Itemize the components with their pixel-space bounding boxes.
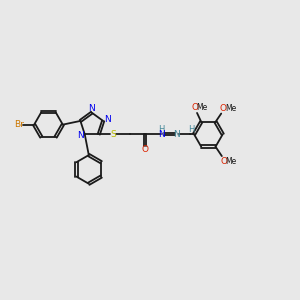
Text: O: O — [142, 145, 148, 154]
Text: N: N — [104, 115, 111, 124]
Text: O: O — [220, 104, 226, 113]
Text: H: H — [158, 125, 164, 134]
Text: Me: Me — [196, 103, 208, 112]
Text: S: S — [110, 130, 116, 139]
Text: N: N — [158, 130, 165, 139]
Text: N: N — [88, 104, 95, 113]
Text: O: O — [220, 157, 227, 166]
Text: Br: Br — [14, 120, 23, 129]
Text: H: H — [188, 125, 194, 134]
Text: O: O — [191, 103, 198, 112]
Text: N: N — [77, 131, 84, 140]
Text: Me: Me — [226, 157, 237, 166]
Text: Me: Me — [225, 104, 236, 113]
Text: N: N — [173, 130, 179, 139]
